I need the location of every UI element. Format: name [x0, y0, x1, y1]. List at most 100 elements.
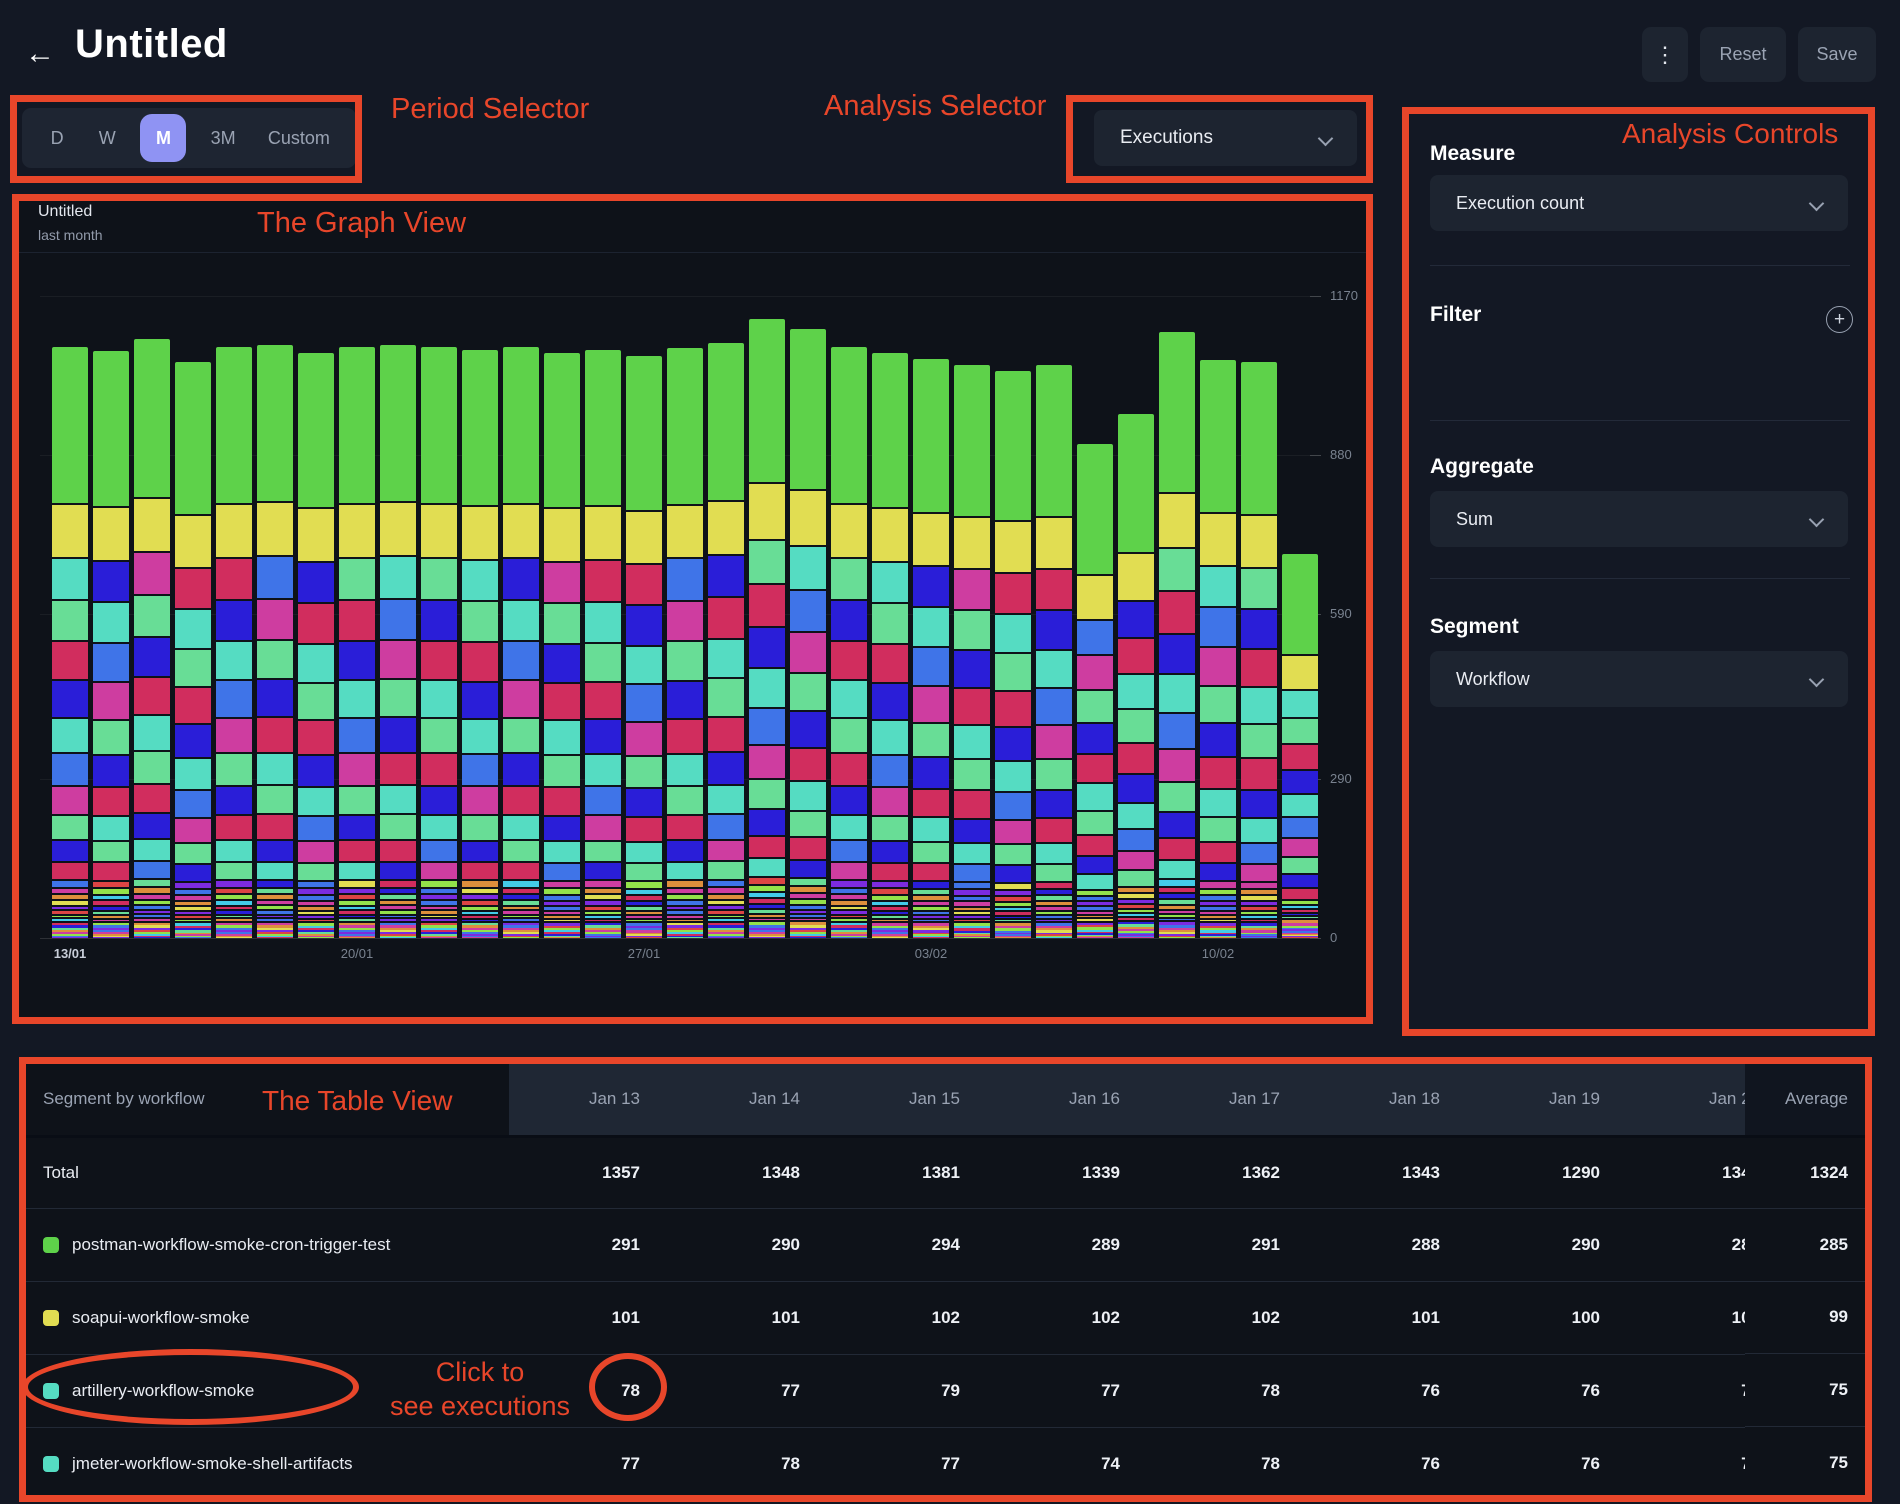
- value-cell[interactable]: 101: [611, 1308, 640, 1327]
- period-option-m[interactable]: M: [140, 114, 187, 162]
- value-cell[interactable]: 102: [1251, 1308, 1280, 1327]
- bar-stack-day-31[interactable]: [1282, 553, 1318, 939]
- bar-stack-day-8[interactable]: [339, 347, 375, 938]
- table-row-total[interactable]: Total 1357 1348 1381 1339 1362 1343 1290 1340: [19, 1135, 1872, 1208]
- save-button[interactable]: Save: [1798, 27, 1876, 82]
- row-name-cell[interactable]: postman-workflow-smoke-cron-trigger-test: [19, 1209, 509, 1281]
- bar-stack-day-5[interactable]: [216, 347, 252, 938]
- value-cell[interactable]: 78: [621, 1381, 640, 1400]
- value-cell[interactable]: 291: [1251, 1235, 1280, 1254]
- segment-dropdown[interactable]: Workflow: [1430, 651, 1848, 707]
- row-name-cell[interactable]: soapui-workflow-smoke: [19, 1282, 509, 1354]
- bar-stack-day-7[interactable]: [298, 353, 334, 938]
- bar-stack-day-22[interactable]: [913, 359, 949, 938]
- bar-stack-day-29[interactable]: [1200, 359, 1236, 938]
- bar-stack-day-23[interactable]: [954, 365, 990, 938]
- value-cell[interactable]: 76: [1600, 1355, 1760, 1427]
- value-cell[interactable]: 1348: [762, 1163, 800, 1182]
- column-header-jan-14[interactable]: Jan 14: [640, 1063, 800, 1135]
- value-cell[interactable]: 77: [1101, 1381, 1120, 1400]
- bar-stack-day-4[interactable]: [175, 362, 211, 938]
- row-name-cell[interactable]: Total: [19, 1138, 509, 1208]
- period-option-custom[interactable]: Custom: [267, 127, 330, 148]
- reset-button[interactable]: Reset: [1700, 27, 1786, 82]
- bar-stack-day-11[interactable]: [462, 349, 498, 938]
- table-row-artillery-workflow-smoke[interactable]: artillery-workflow-smoke7877797778767676: [19, 1354, 1872, 1427]
- average-value-cell[interactable]: 1324: [1745, 1134, 1872, 1208]
- row-name-cell[interactable]: jmeter-workflow-smoke-shell-artifacts: [19, 1428, 509, 1499]
- value-cell[interactable]: 1290: [1562, 1163, 1600, 1182]
- value-cell[interactable]: 76: [1581, 1381, 1600, 1400]
- bar-stack-day-24[interactable]: [995, 371, 1031, 938]
- value-cell[interactable]: 290: [1571, 1235, 1600, 1254]
- bar-stack-day-15[interactable]: [626, 356, 662, 938]
- value-cell[interactable]: 77: [781, 1381, 800, 1400]
- bar-stack-day-3[interactable]: [134, 338, 170, 938]
- bar-stack-day-25[interactable]: [1036, 364, 1072, 938]
- value-cell[interactable]: 1339: [1082, 1163, 1120, 1182]
- value-cell[interactable]: 77: [941, 1454, 960, 1473]
- measure-dropdown[interactable]: Execution count: [1430, 175, 1848, 231]
- value-cell[interactable]: 294: [931, 1235, 960, 1254]
- column-header-jan-17[interactable]: Jan 17: [1120, 1063, 1280, 1135]
- bar-stack-day-26[interactable]: [1077, 444, 1113, 938]
- value-cell[interactable]: 76: [1581, 1454, 1600, 1473]
- bar-stack-day-20[interactable]: [831, 347, 867, 938]
- column-header-jan-15[interactable]: Jan 15: [800, 1063, 960, 1135]
- column-header-jan-18[interactable]: Jan 18: [1280, 1063, 1440, 1135]
- value-cell[interactable]: 78: [1261, 1381, 1280, 1400]
- value-cell[interactable]: 77: [621, 1454, 640, 1473]
- value-cell[interactable]: 1362: [1242, 1163, 1280, 1182]
- table-row-postman-workflow-smoke-cron-trigger-test[interactable]: postman-workflow-smoke-cron-trigger-test…: [19, 1208, 1872, 1281]
- value-cell[interactable]: 100: [1571, 1308, 1600, 1327]
- value-cell[interactable]: 76: [1421, 1454, 1440, 1473]
- value-cell[interactable]: 102: [931, 1308, 960, 1327]
- average-value-cell[interactable]: 75: [1745, 1353, 1872, 1427]
- value-cell[interactable]: 1381: [922, 1163, 960, 1182]
- value-cell[interactable]: 1340: [1722, 1163, 1760, 1182]
- value-cell[interactable]: 291: [611, 1235, 640, 1254]
- column-header-average[interactable]: Average: [1745, 1063, 1872, 1135]
- value-cell[interactable]: 288: [1411, 1235, 1440, 1254]
- value-cell[interactable]: 289: [1091, 1235, 1120, 1254]
- value-cell[interactable]: 74: [1101, 1454, 1120, 1473]
- value-cell[interactable]: 101: [771, 1308, 800, 1327]
- value-cell[interactable]: 76: [1421, 1381, 1440, 1400]
- value-cell[interactable]: 77: [1600, 1428, 1760, 1499]
- bar-stack-day-21[interactable]: [872, 353, 908, 938]
- analysis-selector-dropdown[interactable]: Executions: [1094, 110, 1357, 166]
- bar-stack-day-28[interactable]: [1159, 332, 1195, 938]
- value-cell[interactable]: 79: [941, 1381, 960, 1400]
- bar-stack-day-1[interactable]: [52, 347, 88, 938]
- bar-stack-day-16[interactable]: [667, 348, 703, 938]
- average-value-cell[interactable]: 285: [1745, 1207, 1872, 1281]
- bar-stack-day-18[interactable]: [749, 319, 785, 938]
- bar-stack-day-17[interactable]: [708, 342, 744, 938]
- period-option-3m[interactable]: 3M: [210, 127, 236, 148]
- bar-stack-day-2[interactable]: [93, 351, 129, 938]
- value-cell[interactable]: 289: [1600, 1209, 1760, 1281]
- value-cell[interactable]: 78: [781, 1454, 800, 1473]
- period-option-w[interactable]: W: [98, 127, 116, 148]
- column-header-jan-16[interactable]: Jan 16: [960, 1063, 1120, 1135]
- column-header-jan-13[interactable]: Jan 13: [509, 1063, 640, 1135]
- average-value-cell[interactable]: 99: [1745, 1280, 1872, 1354]
- back-button[interactable]: ←: [22, 36, 58, 72]
- bar-stack-day-14[interactable]: [585, 350, 621, 938]
- table-row-soapui-workflow-smoke[interactable]: soapui-workflow-smoke 101 101 102 102 102 101 1…: [19, 1281, 1872, 1354]
- column-header-jan-19[interactable]: Jan 19: [1440, 1063, 1600, 1135]
- average-value-cell[interactable]: 75: [1745, 1426, 1872, 1499]
- bar-stack-day-12[interactable]: [503, 347, 539, 938]
- more-options-button[interactable]: ⋮: [1642, 27, 1688, 82]
- value-cell[interactable]: 78: [1261, 1454, 1280, 1473]
- value-cell[interactable]: 101: [1411, 1308, 1440, 1327]
- value-cell[interactable]: 102: [1091, 1308, 1120, 1327]
- value-cell[interactable]: 1357: [602, 1163, 640, 1182]
- table-row-jmeter-workflow-smoke-shell-artifacts[interactable]: jmeter-workflow-smoke-shell-artifacts 77 7…: [19, 1427, 1872, 1499]
- column-header-jan-20[interactable]: Jan 20: [1600, 1063, 1760, 1135]
- value-cell[interactable]: 101: [1600, 1282, 1760, 1354]
- value-cell[interactable]: 1343: [1402, 1163, 1440, 1182]
- bar-stack-day-13[interactable]: [544, 353, 580, 938]
- row-name-cell[interactable]: artillery-workflow-smoke: [19, 1355, 509, 1427]
- period-option-d[interactable]: D: [50, 127, 64, 148]
